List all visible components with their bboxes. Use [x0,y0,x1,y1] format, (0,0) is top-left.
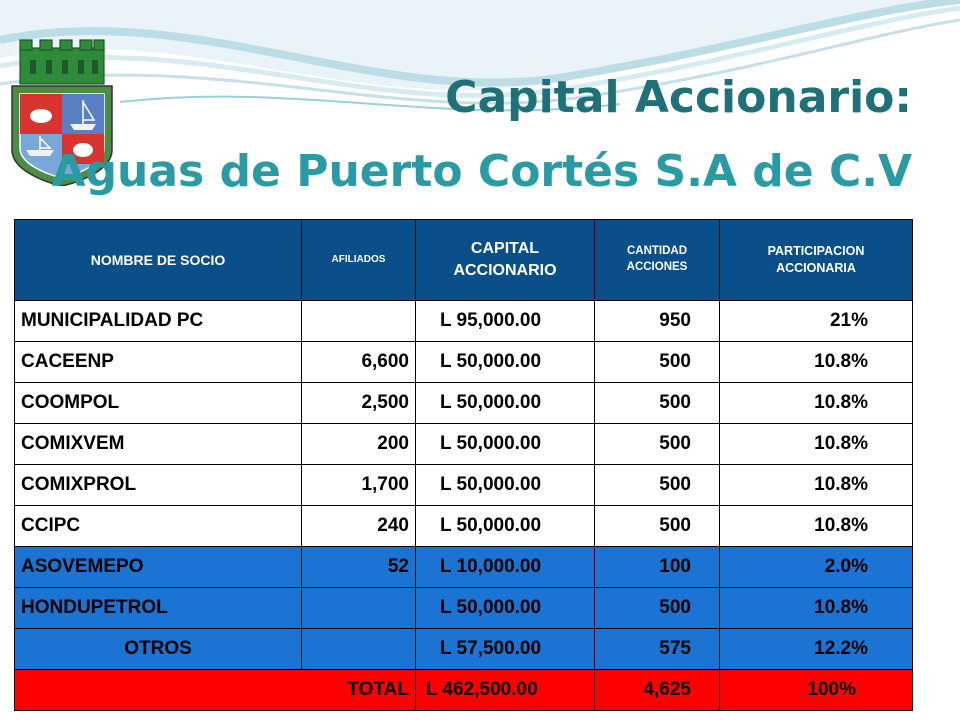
cell-acciones: 500 [594,382,720,424]
cell-participacion: 2.0% [719,546,913,588]
cell-nombre: COMIXPROL [14,464,302,506]
header-participacion-line2: ACCIONARIA [776,261,856,275]
cell-nombre: CACEENP [14,341,302,383]
cell-nombre: HONDUPETROL [14,587,302,629]
header-capital-line2: ACCIONARIO [453,262,557,279]
cell-acciones: 500 [594,341,720,383]
cell-participacion: 10.8% [719,423,913,465]
cell-acciones: 950 [594,300,720,342]
decorative-swoosh [0,0,960,112]
cell-nombre: COMIXVEM [14,423,302,465]
municipal-crest-logo [11,39,113,186]
capital-table: NOMBRE DE SOCIO AFILIADOS CAPITAL ACCION… [14,219,913,711]
table-row: COOMPOL 2,500 L 50,000.00 500 10.8% [14,382,913,424]
cell-capital: L 50,000.00 [415,464,595,506]
table-row: CCIPC 240 L 50,000.00 500 10.8% [14,505,913,547]
total-participacion: 100% [719,669,913,711]
cell-participacion: 10.8% [719,464,913,506]
cell-capital: L 57,500.00 [415,628,595,670]
cell-nombre: ASOVEMEPO [14,546,302,588]
cell-nombre: MUNICIPALIDAD PC [14,300,302,342]
cell-participacion: 10.8% [719,341,913,383]
table-row: ASOVEMEPO 52 L 10,000.00 100 2.0% [14,546,913,588]
header-capital: CAPITAL ACCIONARIO [415,219,595,301]
cell-acciones: 575 [594,628,720,670]
total-label: TOTAL [14,669,416,711]
cell-capital: L 95,000.00 [415,300,595,342]
table-row: COMIXVEM 200 L 50,000.00 500 10.8% [14,423,913,465]
total-capital: L 462,500.00 [415,669,595,711]
cell-participacion: 21% [719,300,913,342]
cell-capital: L 50,000.00 [415,341,595,383]
cell-afiliados: 200 [301,423,416,465]
header-cantidad: CANTIDAD ACCIONES [594,219,720,301]
table-row: HONDUPETROL L 50,000.00 500 10.8% [14,587,913,629]
cell-participacion: 12.2% [719,628,913,670]
table-row: MUNICIPALIDAD PC L 95,000.00 950 21% [14,300,913,342]
cell-afiliados [301,587,416,629]
total-acciones: 4,625 [594,669,720,711]
cell-nombre: CCIPC [14,505,302,547]
cell-afiliados: 52 [301,546,416,588]
table-header-row: NOMBRE DE SOCIO AFILIADOS CAPITAL ACCION… [14,219,913,301]
total-row: TOTAL L 462,500.00 4,625 100% [14,669,913,711]
cell-capital: L 50,000.00 [415,423,595,465]
header-afiliados: AFILIADOS [301,219,416,301]
cell-acciones: 100 [594,546,720,588]
cell-capital: L 50,000.00 [415,587,595,629]
cell-afiliados: 6,600 [301,341,416,383]
header-nombre-label: NOMBRE DE SOCIO [90,251,226,268]
header-participacion-line1: PARTICIPACION [767,244,865,259]
page-title: Capital Accionario: [445,72,912,123]
cell-capital: L 50,000.00 [415,505,595,547]
cell-afiliados [301,628,416,670]
table-row: COMIXPROL 1,700 L 50,000.00 500 10.8% [14,464,913,506]
cell-afiliados: 1,700 [301,464,416,506]
header-cantidad-line1: CANTIDAD [626,245,688,258]
cell-capital: L 10,000.00 [415,546,595,588]
header-nombre: NOMBRE DE SOCIO [14,219,302,301]
header-participacion: PARTICIPACION ACCIONARIA [719,219,913,301]
page-subtitle: Aguas de Puerto Cortés S.A de C.V [51,146,912,197]
cell-afiliados: 240 [301,505,416,547]
header-afiliados-label: AFILIADOS [331,254,386,266]
table-row: OTROS L 57,500.00 575 12.2% [14,628,913,670]
table-row: CACEENP 6,600 L 50,000.00 500 10.8% [14,341,913,383]
cell-acciones: 500 [594,464,720,506]
cell-afiliados: 2,500 [301,382,416,424]
cell-participacion: 10.8% [719,505,913,547]
cell-participacion: 10.8% [719,382,913,424]
cell-acciones: 500 [594,505,720,547]
cell-capital: L 50,000.00 [415,382,595,424]
header-capital-line1: CAPITAL [470,240,540,258]
cell-acciones: 500 [594,587,720,629]
cell-nombre: OTROS [14,628,302,670]
header-cantidad-line2: ACCIONES [626,261,688,273]
cell-nombre: COOMPOL [14,382,302,424]
cell-participacion: 10.8% [719,587,913,629]
title-block: Capital Accionario: Aguas de Puerto Cort… [51,76,912,194]
cell-acciones: 500 [594,423,720,465]
cell-afiliados [301,300,416,342]
